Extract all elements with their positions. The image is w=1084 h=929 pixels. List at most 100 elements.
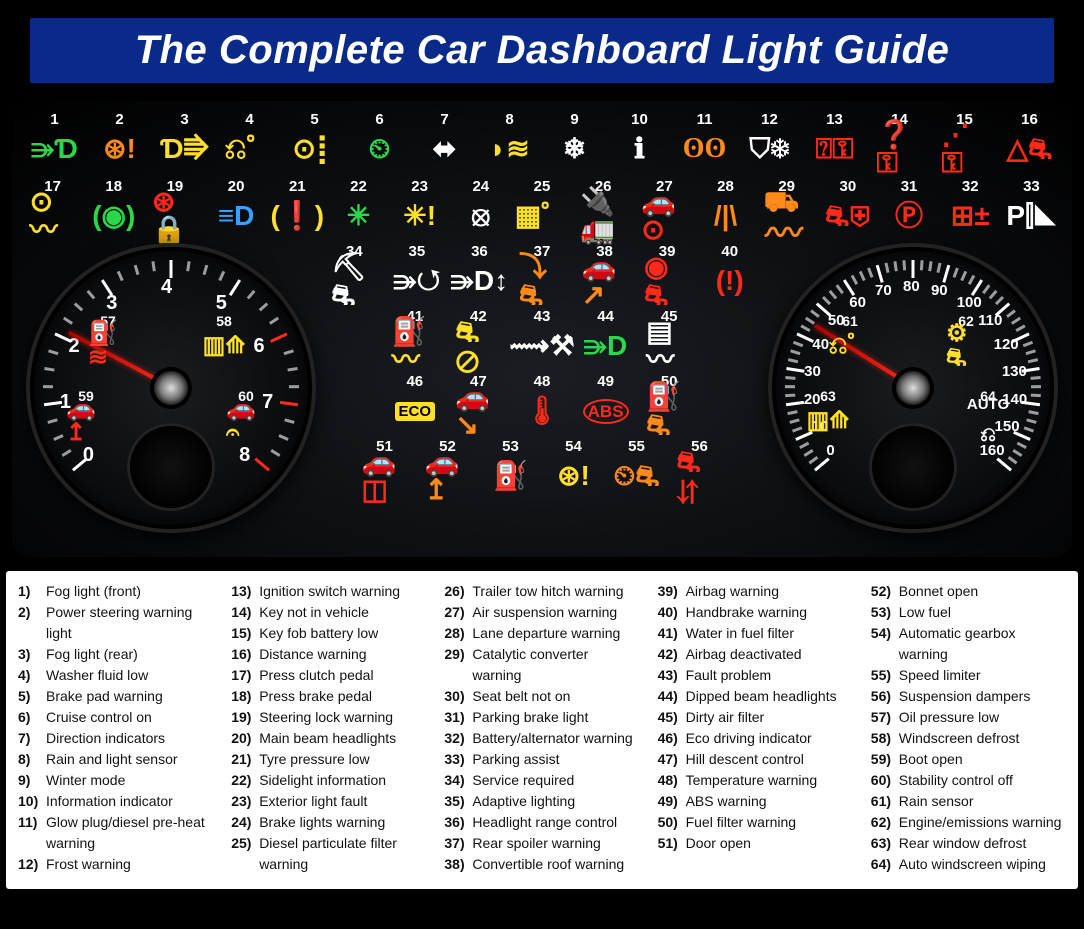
icon-number: 35 [409, 243, 426, 260]
cruise-control-icon: 6⏲ [351, 111, 408, 166]
gauge-inner-icon: 61 ⎌゜ [830, 313, 870, 361]
legend-item: 33)Parking assist [444, 749, 639, 770]
legend-text: Rear window defrost [899, 833, 1027, 854]
legend-text: Water in fuel filter [686, 623, 794, 644]
center-icon-column: 34⛏⛐35⭄↺36⭄D↕37⤵⛐38🚗↗39◉⛐40(!) 41⛽〰42⛐⊘4… [324, 243, 760, 493]
legend-text: Auto windscreen wiping [899, 854, 1046, 875]
speed-limiter-icon: 55⏲⛐ [609, 438, 664, 493]
dashboard-icon: ▦゜ [519, 199, 565, 233]
dashboard-icon: ❄ [552, 132, 598, 166]
legend-number: 28) [444, 623, 466, 644]
legend-text: Brake lights warning [259, 812, 385, 833]
legend-item: 61)Rain sensor [871, 791, 1066, 812]
icon-row-4: 41⛽〰42⛐⊘43⟿⚒44⭄D45▤〰 [387, 308, 697, 363]
icon-number: 61 [842, 313, 858, 329]
legend-number: 37) [444, 833, 466, 854]
legend-number: 50) [658, 812, 680, 833]
legend-number: 52) [871, 581, 893, 602]
dashboard-icon: ⛽≋ [88, 331, 128, 361]
legend-item: 26)Trailer tow hitch warning [444, 581, 639, 602]
legend-number: 44) [658, 686, 680, 707]
legend-text: Ignition switch warning [259, 581, 400, 602]
legend-number: 5) [18, 686, 40, 707]
dipped-beam-icon: 44⭄D [578, 308, 634, 363]
dashboard-icon: Ⓟ [886, 199, 932, 233]
dpf-warning-icon: 25 ▦゜ [515, 178, 568, 233]
dashboard-icon: ⊞± [947, 199, 993, 233]
icon-number: 4 [245, 111, 253, 128]
legend-number: 61) [871, 791, 893, 812]
dashboard-icon: ⊛! [551, 459, 597, 493]
gauge-label: 130 [1002, 363, 1027, 380]
legend-text: Rear spoiler warning [472, 833, 600, 854]
legend-number: 8) [18, 749, 40, 770]
legend-text: Fog light (rear) [46, 644, 138, 665]
legend-number: 7) [18, 728, 40, 749]
icon-number: 49 [597, 373, 614, 390]
legend-item: 40)Handbrake warning [658, 602, 853, 623]
gauge-label: 30 [804, 363, 821, 380]
tyre-pressure-icon: 21(❗) [271, 178, 324, 233]
legend-text: Dipped beam headlights [686, 686, 837, 707]
gauge-inner-icon: 57⛽≋ [88, 313, 128, 361]
dashboard-icon: ⊙⡇ [292, 132, 338, 166]
legend-item: 51)Door open [658, 833, 853, 854]
dashboard-panel: 1⭄Ɗ2⊛!3Ɗ⭆4⎌゜5⊙⡇6⏲7⬌8◗≋9❄10ℹ11ʘʘ12⛉❄13⍰⚿1… [12, 101, 1072, 557]
legend-item: 56)Suspension dampers [871, 686, 1066, 707]
gauge-label: 80 [903, 278, 920, 295]
gauge-label: 8 [239, 444, 250, 467]
legend-text: Air suspension warning [472, 602, 617, 623]
dashboard-icon: ⎌゜ [830, 331, 870, 361]
legend-number: 18) [231, 686, 253, 707]
gauge-label: 70 [875, 282, 892, 299]
legend-text: Convertible roof warning [472, 854, 624, 875]
dashboard-icon: ⏲ [357, 132, 403, 166]
icon-number: 23 [411, 178, 428, 195]
legend-text: Battery/alternator warning [472, 728, 632, 749]
dashboard-icon: 🚗↥ [425, 459, 471, 493]
legend-text: Main beam headlights [259, 728, 396, 749]
icon-row-3: 34⛏⛐35⭄↺36⭄D↕37⤵⛐38🚗↗39◉⛐40(!) [327, 243, 757, 298]
dashboard-icon: AUTO⎌ [968, 406, 1008, 436]
legend-number: 36) [444, 812, 466, 833]
legend-text: Tyre pressure low [259, 749, 369, 770]
icon-number: 63 [820, 388, 836, 404]
sidelight-icon: 22✳ [332, 178, 385, 233]
legend-item: 37) Rear spoiler warning [444, 833, 639, 854]
legend-number: 60) [871, 770, 893, 791]
legend-number: 4) [18, 665, 40, 686]
legend-item: 54)Automatic gearbox warning [871, 623, 1066, 665]
dashboard-icon: ◉⛐ [644, 264, 690, 298]
legend-item: 50)Fuel filter warning [658, 812, 853, 833]
legend-text: Headlight range control [472, 812, 617, 833]
legend-text: Stability control off [899, 770, 1013, 791]
legend-item: 13)Ignition switch warning [231, 581, 426, 602]
seatbelt-icon: 30⛐⛨ [821, 178, 874, 233]
dashboard-icon: ⎌゜ [227, 132, 273, 166]
rear-spoiler-icon: 37⤵⛐ [515, 243, 570, 298]
legend-column: 52)Bonnet open53)Low fuel54)Automatic ge… [871, 581, 1066, 875]
legend-item: 60) Stability control off [871, 770, 1066, 791]
legend-item: 5)Brake pad warning [18, 686, 213, 707]
dashboard-icon: 🚗↗ [582, 264, 628, 298]
icon-number: 13 [826, 111, 843, 128]
legend-number: 51) [658, 833, 680, 854]
legend-text: Dirty air filter [686, 707, 765, 728]
icon-number: 25 [534, 178, 551, 195]
legend-item: 62)Engine/emissions warning [871, 812, 1066, 833]
legend-number: 35) [444, 791, 466, 812]
legend-number: 29) [444, 644, 466, 686]
legend-number: 32) [444, 728, 466, 749]
icon-number: 54 [565, 438, 582, 455]
legend-number: 24) [231, 812, 253, 833]
legend-item: 1)Fog light (front) [18, 581, 213, 602]
legend-number: 16) [231, 644, 253, 665]
legend-item: 59)Boot open [871, 749, 1066, 770]
legend-item: 45)Dirty air filter [658, 707, 853, 728]
dashboard-icon: ⛽⛐ [646, 394, 692, 428]
legend-text: Press clutch pedal [259, 665, 373, 686]
dashboard-icon: ⛐⇵ [677, 459, 723, 493]
legend-number: 19) [231, 707, 253, 728]
legend-text: Distance warning [259, 644, 366, 665]
legend-item: 57)Oil pressure low [871, 707, 1066, 728]
